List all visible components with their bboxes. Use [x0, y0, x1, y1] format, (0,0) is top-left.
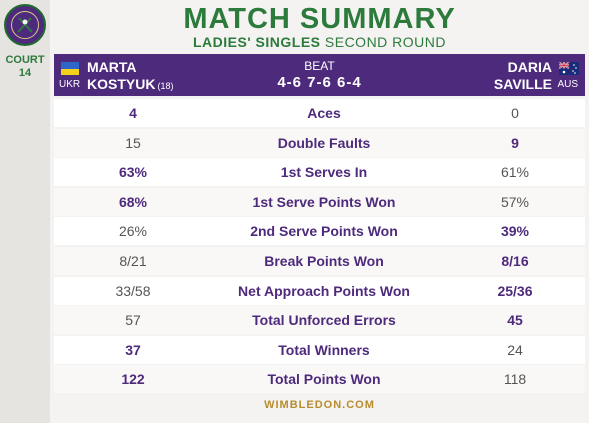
- stat-row: 8/21 Break Points Won 8/16: [54, 246, 585, 275]
- result-word: BEAT: [304, 59, 335, 73]
- player1-stat-value: 68%: [118, 193, 148, 210]
- player2-stat-value: 57%: [500, 193, 530, 210]
- australia-flag-icon: [558, 61, 579, 75]
- player2-stat-value: 39%: [500, 223, 530, 240]
- stat-label: 1st Serve Points Won: [252, 193, 396, 210]
- player1-stat-value: 57: [125, 312, 141, 329]
- stat-row: 68% 1st Serve Points Won 57%: [54, 187, 585, 216]
- player1-surname: KOSTYUK: [87, 76, 156, 92]
- player1-stat-value: 63%: [118, 164, 148, 181]
- player2-stat-value: 45: [507, 312, 523, 329]
- stat-label: Double Faults: [277, 134, 371, 151]
- stat-label: Break Points Won: [264, 252, 384, 269]
- stat-row: 37 Total Winners 24: [54, 335, 585, 364]
- match-score: 4-6 7-6 6-4: [277, 74, 362, 91]
- event-name: LADIES' SINGLES: [192, 34, 321, 50]
- stat-label: Aces: [307, 105, 341, 121]
- court-number: 14: [18, 67, 32, 79]
- player1-stat-value: 15: [125, 134, 141, 151]
- player2-stat-value: 24: [507, 341, 523, 358]
- player2-stat-value: 9: [511, 134, 519, 151]
- player1-stat-value: 122: [121, 371, 145, 388]
- player1-country: UKR: [59, 79, 81, 90]
- footer-site: WIMBLEDON.COM: [264, 399, 375, 411]
- stat-row: 15 Double Faults 9: [54, 128, 585, 157]
- player2-stat-value: 0: [511, 105, 519, 121]
- player1-first-name: MARTA: [87, 59, 137, 75]
- court-label: COURT: [5, 54, 45, 66]
- stat-row: 26% 2nd Serve Points Won 39%: [54, 217, 585, 246]
- stats-table: 4 Aces 0 15 Double Faults 9 63% 1st Serves In 61…: [54, 99, 585, 395]
- sidebar: COURT 14: [0, 0, 50, 423]
- stat-row: 33/58 Net Approach Points Won 25/36: [54, 276, 585, 305]
- player2-stat-value: 61%: [500, 164, 530, 181]
- stat-label: 1st Serves In: [280, 164, 368, 181]
- page-title: MATCH SUMMARY: [183, 3, 456, 35]
- stat-row: 63% 1st Serves In 61%: [54, 158, 585, 187]
- stat-label: 2nd Serve Points Won: [250, 223, 398, 240]
- stat-label: Net Approach Points Won: [238, 282, 410, 299]
- wimbledon-logo-icon: [4, 4, 46, 46]
- player2-last-name: SAVILLE: [493, 76, 552, 92]
- round-subtitle: LADIES' SINGLES SECOND ROUND: [50, 34, 589, 50]
- player1-last-name: KOSTYUK (18): [87, 76, 173, 92]
- player2-country: AUS: [557, 79, 578, 90]
- match-header: UKR MARTA KOSTYUK (18) BEAT 4-6 7-6 6-4 D…: [54, 54, 585, 96]
- stat-row: 4 Aces 0: [54, 99, 585, 127]
- player1-stat-value: 4: [129, 105, 137, 121]
- player1-stat-value: 26%: [118, 223, 148, 240]
- stat-label: Total Unforced Errors: [252, 312, 396, 329]
- stat-row: 57 Total Unforced Errors 45: [54, 306, 585, 335]
- player1-seed: (18): [157, 81, 174, 91]
- court-indicator: COURT 14: [0, 54, 50, 80]
- ukraine-flag-icon: [61, 62, 79, 75]
- player1-stat-value: 37: [125, 341, 141, 358]
- player2-first-name: DARIA: [507, 59, 552, 75]
- stat-label: Total Winners: [278, 341, 370, 358]
- player2-stat-value: 8/16: [501, 252, 529, 269]
- player2-stat-value: 25/36: [497, 282, 533, 299]
- stat-label: Total Points Won: [267, 371, 381, 388]
- player2-stat-value: 118: [503, 371, 527, 388]
- player1-stat-value: 8/21: [119, 252, 147, 269]
- round-name: SECOND ROUND: [324, 34, 447, 50]
- stat-row: 122 Total Points Won 118: [54, 365, 585, 394]
- player1-stat-value: 33/58: [115, 282, 151, 299]
